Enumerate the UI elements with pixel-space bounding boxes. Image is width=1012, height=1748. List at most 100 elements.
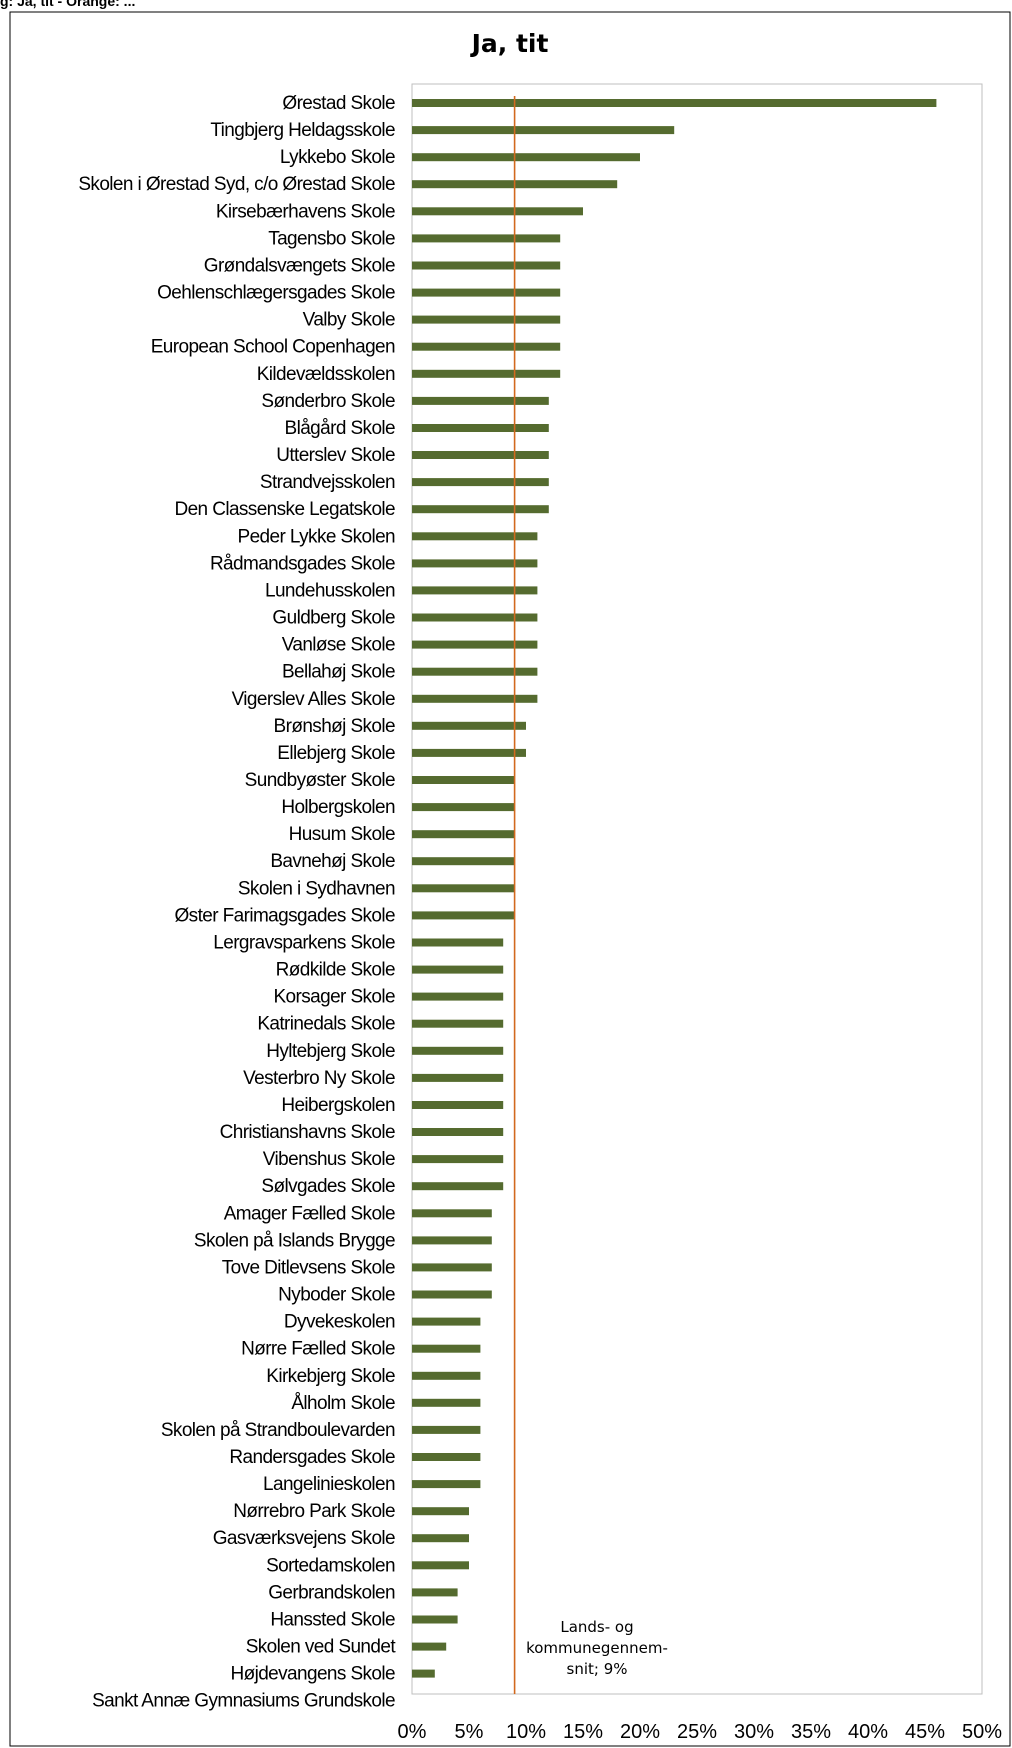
bar <box>412 776 515 784</box>
category-label: Langelinieskolen <box>263 1474 395 1495</box>
bar <box>412 1263 492 1272</box>
bar <box>412 1561 469 1570</box>
category-label: Amager Fælled Skole <box>224 1203 395 1224</box>
category-labels: Ørestad Skole Tingbjerg Heldagsskole Lykke… <box>78 93 397 1712</box>
bar <box>412 884 515 893</box>
bar <box>412 911 515 920</box>
bar <box>412 1155 504 1164</box>
category-label: Kirsebærhavens Skole <box>216 201 395 222</box>
top-caption: g: Ja, tit - Orange: ... <box>0 0 135 9</box>
bar <box>412 1019 504 1028</box>
category-label: Hyltebjerg Skole <box>266 1041 395 1062</box>
bar <box>412 694 538 703</box>
category-label: Bavnehøj Skole <box>270 851 395 872</box>
bar <box>412 1317 481 1326</box>
category-label: Ørestad Skole <box>282 93 395 114</box>
category-label: Gerbrandskolen <box>268 1582 395 1603</box>
reference-annotation-line: snit; 9% <box>567 1660 628 1678</box>
bar <box>412 1642 447 1651</box>
bar <box>412 721 526 730</box>
bar <box>412 1290 492 1299</box>
bar <box>412 424 549 432</box>
bar <box>412 992 504 1001</box>
bar <box>412 1398 481 1407</box>
category-label: Sundbyøster Skole <box>245 770 395 791</box>
category-label: Skolen i Sydhavnen <box>238 878 395 899</box>
category-label: Højdevangens Skole <box>230 1664 395 1685</box>
category-label: Blågård Skole <box>285 418 396 439</box>
category-label: Guldberg Skole <box>272 608 395 629</box>
category-label: Ellebjerg Skole <box>277 743 395 764</box>
reference-line-annotation: Lands- og kommunegennem-snit; 9% <box>526 1618 668 1678</box>
bar <box>412 1073 504 1082</box>
category-label: Nørre Fælled Skole <box>241 1339 395 1360</box>
category-label: Tove Ditlevsens Skole <box>222 1257 395 1278</box>
category-label: Katrinedals Skole <box>257 1014 395 1035</box>
category-label: European School Copenhagen <box>151 337 395 358</box>
x-tick-label: 5% <box>455 1721 484 1743</box>
bar <box>412 667 538 676</box>
bar <box>412 1615 458 1624</box>
bar <box>412 342 561 351</box>
bar <box>412 1669 435 1678</box>
bar <box>412 396 549 405</box>
bar <box>412 965 504 974</box>
category-label: Kildevældsskolen <box>257 364 395 385</box>
bar <box>412 288 561 297</box>
bar <box>412 830 515 839</box>
category-label: Skolen på Strandboulevarden <box>161 1420 395 1441</box>
category-label: Oehlenschlægersgades Skole <box>157 283 395 304</box>
bar <box>412 1507 469 1516</box>
category-label: Skolen på Islands Brygge <box>194 1230 395 1251</box>
bar <box>412 803 515 812</box>
bar <box>412 1588 458 1597</box>
category-label: Vesterbro Ny Skole <box>243 1068 395 1089</box>
category-label: Bellahøj Skole <box>282 662 395 683</box>
category-label: Lundehusskolen <box>265 580 395 601</box>
category-label: Skolen i Ørestad Syd, c/o Ørestad Skole <box>78 174 395 195</box>
bar <box>412 613 538 622</box>
category-label: Christianshavns Skole <box>220 1122 395 1143</box>
reference-annotation-line: Lands- og <box>560 1618 633 1636</box>
category-label: Korsager Skole <box>273 987 395 1008</box>
x-tick-label: 0% <box>398 1721 427 1743</box>
category-label: Peder Lykke Skolen <box>238 526 396 547</box>
category-label: Sortedamskolen <box>266 1555 395 1576</box>
x-tick-label: 25% <box>677 1721 717 1743</box>
bar <box>412 315 561 324</box>
category-label: Nørrebro Park Skole <box>233 1501 395 1522</box>
category-label: Hanssted Skole <box>270 1610 395 1631</box>
category-label: Randersgades Skole <box>229 1447 395 1468</box>
bar <box>412 234 561 243</box>
x-tick-label: 30% <box>734 1721 774 1743</box>
category-label: Ålholm Skole <box>291 1393 395 1414</box>
bar <box>412 857 515 866</box>
bar <box>412 1182 504 1191</box>
x-tick-label: 20% <box>620 1721 660 1743</box>
category-label: Utterslev Skole <box>276 445 395 466</box>
bar <box>412 938 504 947</box>
category-label: Sønderbro Skole <box>261 391 395 412</box>
category-label: Gasværksvejens Skole <box>213 1528 395 1549</box>
bar <box>412 1046 504 1055</box>
category-label: Øster Farimagsgades Skole <box>175 905 396 926</box>
bar <box>412 586 538 595</box>
bar <box>412 99 937 107</box>
bars-group <box>412 99 937 1678</box>
x-tick-label: 50% <box>962 1721 1002 1743</box>
bar <box>412 1209 492 1218</box>
bar <box>412 1101 504 1109</box>
bar <box>412 1425 481 1434</box>
category-label: Skolen ved Sundet <box>246 1637 397 1658</box>
category-label: Holbergskolen <box>281 797 395 818</box>
x-tick-label: 40% <box>848 1721 888 1743</box>
category-label: Nyboder Skole <box>278 1285 395 1306</box>
category-label: Vanløse Skole <box>282 635 395 656</box>
x-tick-label: 35% <box>791 1721 831 1743</box>
category-label: Valby Skole <box>303 310 395 331</box>
x-tick-label: 10% <box>506 1721 546 1743</box>
bar <box>412 1371 481 1380</box>
category-label: Lergravsparkens Skole <box>213 933 395 954</box>
